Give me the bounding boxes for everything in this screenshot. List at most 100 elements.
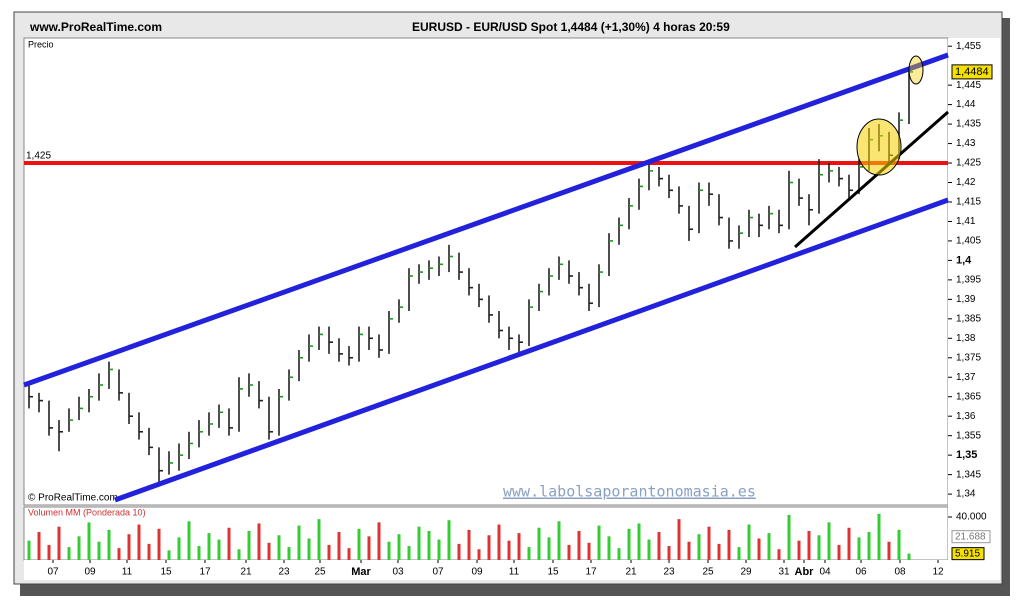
volume-bar [637,523,641,560]
volume-ma-box [951,530,991,544]
x-tick-label: 11 [509,567,520,578]
volume-bar [117,548,121,560]
lower-channel [114,197,949,503]
y-tick-label: 1,445 [956,80,981,91]
volume-bar [567,544,571,560]
x-tick-label: 07 [432,567,444,578]
volume-bar [557,521,561,560]
volume-bar [807,530,811,560]
volume-bar [197,546,201,560]
x-tick-label: 17 [199,567,211,578]
y-tick-label: 1,355 [956,430,981,441]
volume-ma-label: 21.688 [955,531,986,542]
y-tick-label: 1,35 [956,449,977,461]
x-tick-label: 29 [740,567,752,578]
volume-bar [487,535,491,560]
volume-bar [207,533,211,560]
chart-title: EURUSD - EUR/USD Spot 1,4484 (+1,30%) 4 … [412,20,730,34]
volume-bar [57,526,61,560]
volume-bar [87,522,91,560]
volume-bar [687,541,691,560]
x-tick-label: Mar [351,566,371,578]
y-tick-label: 1,455 [956,41,981,52]
volume-bar [777,549,781,560]
y-tick-label: 1,42 [956,177,976,188]
volume-bar [497,524,501,560]
x-tick-label: 21 [240,567,252,578]
x-tick-label: Abr [795,566,815,578]
volume-bar [297,525,301,560]
volume-bar [477,549,481,560]
volume-bar [857,537,861,560]
volume-bar [827,522,831,560]
volume-bar [227,527,231,560]
volume-bar [577,530,581,560]
volume-bar [467,529,471,560]
y-tick-label: 1,4 [956,254,972,266]
y-tick-label: 1,415 [956,197,981,208]
y-tick-label: 1,395 [956,275,981,286]
volume-bar [727,529,731,560]
y-tick-label: 1,365 [956,391,981,402]
volume-bar [347,548,351,560]
y-tick-label: 1,36 [956,411,976,422]
y-tick-label: 1,44 [956,99,976,110]
volume-bar [787,514,791,560]
x-tick-label: 17 [585,567,597,578]
volume-bar [127,534,131,560]
volume-bar [307,538,311,560]
support-line [794,110,949,249]
x-tick-label: 25 [702,567,714,578]
volume-tick-label: 40.000 [956,512,987,523]
x-axis-area [24,560,1000,580]
volume-bar [397,534,401,560]
volume-bar [617,548,621,560]
volume-bar [167,550,171,560]
volume-bar [897,529,901,560]
volume-bar [597,525,601,560]
y-tick-label: 1,39 [956,294,976,305]
x-tick-label: 31 [778,567,790,578]
y-tick-label: 1,38 [956,333,976,344]
price-panel [23,37,949,506]
x-tick-label: 07 [47,567,59,578]
copyright: © ProRealTime.com [28,493,118,504]
volume-bar [187,521,191,560]
x-tick-label: 21 [625,567,637,578]
volume-bar [587,542,591,560]
volume-bar [647,539,651,560]
volume-bar [417,526,421,560]
volume-bar [447,520,451,560]
volume-bar [547,537,551,560]
volume-bar [217,539,221,560]
volume-bar [867,532,871,560]
x-tick-label: 15 [547,567,559,578]
y-tick-label: 1,345 [956,469,981,480]
volume-bar [707,526,711,560]
x-tick-label: 15 [160,567,172,578]
y-tick-label: 1,425 [956,158,981,169]
volume-bar [287,547,291,560]
volume-bar [327,544,331,560]
volume-bar [607,536,611,560]
volume-bar [177,537,181,560]
volume-bar [517,533,521,560]
volume-bar [137,524,141,560]
volume-bar [887,541,891,560]
y-axis-area [948,38,1000,560]
y-tick-label: 1,41 [956,216,976,227]
y-tick-label: 1,405 [956,236,981,247]
volume-bar [837,544,841,560]
x-tick-label: 11 [122,567,133,578]
volume-bar [667,546,671,560]
x-tick-label: 25 [314,567,326,578]
last-price-box [951,64,993,80]
volume-last-label: 5.915 [955,548,980,559]
highlight [856,118,902,176]
x-tick-label: 23 [663,567,675,578]
volume-bar [907,553,911,560]
volume-bar [37,532,41,560]
volume-bar [147,543,151,560]
volume-bar [367,536,371,560]
level-label: 1,425 [26,151,51,162]
